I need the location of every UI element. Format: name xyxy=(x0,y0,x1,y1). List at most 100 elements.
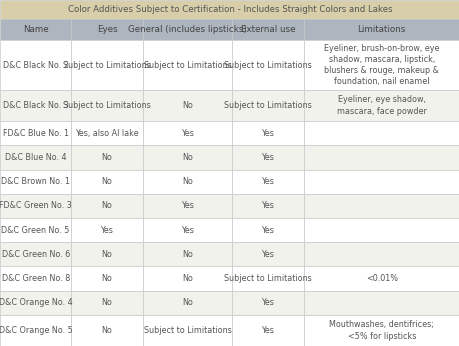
Bar xyxy=(71,291,142,315)
Text: No: No xyxy=(182,250,192,259)
Bar xyxy=(71,315,142,346)
Text: Eyeliner, eye shadow,
mascara, face powder: Eyeliner, eye shadow, mascara, face powd… xyxy=(336,95,426,116)
Bar xyxy=(142,315,232,346)
Bar xyxy=(142,40,232,90)
Text: Yes: Yes xyxy=(261,153,274,162)
Bar xyxy=(232,40,303,90)
Bar xyxy=(303,40,459,90)
Bar xyxy=(232,266,303,291)
Bar xyxy=(303,194,459,218)
Bar xyxy=(0,19,71,40)
Bar xyxy=(142,19,232,40)
Bar xyxy=(142,170,232,194)
Text: Yes, also Al lake: Yes, also Al lake xyxy=(75,129,139,138)
Bar xyxy=(0,170,71,194)
Bar xyxy=(142,121,232,145)
Text: Mouthwashes, dentifrices;
<5% for lipsticks: Mouthwashes, dentifrices; <5% for lipsti… xyxy=(329,320,433,340)
Bar xyxy=(142,218,232,242)
Bar xyxy=(303,266,459,291)
Text: No: No xyxy=(182,101,192,110)
Bar xyxy=(142,145,232,170)
Text: Subject to Limitations: Subject to Limitations xyxy=(63,101,151,110)
Bar xyxy=(232,315,303,346)
Text: Yes: Yes xyxy=(261,177,274,186)
Bar xyxy=(0,242,71,266)
Text: No: No xyxy=(101,201,112,210)
Bar xyxy=(0,40,71,90)
Text: No: No xyxy=(101,177,112,186)
Text: No: No xyxy=(182,274,192,283)
Text: Yes: Yes xyxy=(181,201,193,210)
Bar xyxy=(71,19,142,40)
Text: <0.01%: <0.01% xyxy=(365,274,397,283)
Text: D&C Orange No. 5: D&C Orange No. 5 xyxy=(0,326,73,335)
Bar xyxy=(232,242,303,266)
Text: Color Additives Subject to Certification - Includes Straight Colors and Lakes: Color Additives Subject to Certification… xyxy=(67,5,392,14)
Bar xyxy=(232,145,303,170)
Text: External use: External use xyxy=(240,25,295,34)
Bar xyxy=(232,291,303,315)
Bar xyxy=(71,145,142,170)
Bar xyxy=(0,315,71,346)
Text: Yes: Yes xyxy=(181,226,193,235)
Bar xyxy=(303,145,459,170)
Text: Eyeliner, brush-on-brow, eye
shadow, mascara, lipstick,
blushers & rouge, makeup: Eyeliner, brush-on-brow, eye shadow, mas… xyxy=(323,44,439,86)
Bar xyxy=(232,90,303,121)
Bar xyxy=(142,291,232,315)
Text: No: No xyxy=(101,274,112,283)
Text: Eyes: Eyes xyxy=(96,25,117,34)
Text: Yes: Yes xyxy=(261,298,274,307)
Text: D&C Green No. 5: D&C Green No. 5 xyxy=(1,226,70,235)
Bar xyxy=(71,121,142,145)
Bar xyxy=(142,194,232,218)
Text: No: No xyxy=(182,177,192,186)
Bar xyxy=(0,266,71,291)
Text: Subject to Limitations: Subject to Limitations xyxy=(224,101,311,110)
Text: Yes: Yes xyxy=(261,129,274,138)
Text: D&C Blue No. 4: D&C Blue No. 4 xyxy=(5,153,66,162)
Text: Yes: Yes xyxy=(261,201,274,210)
Text: Yes: Yes xyxy=(101,226,113,235)
Bar xyxy=(232,19,303,40)
Bar xyxy=(303,291,459,315)
Bar xyxy=(303,315,459,346)
Text: FD&C Blue No. 1: FD&C Blue No. 1 xyxy=(3,129,68,138)
Bar xyxy=(71,90,142,121)
Text: Subject to Limitations: Subject to Limitations xyxy=(224,61,311,70)
Text: General (includes lipsticks): General (includes lipsticks) xyxy=(128,25,246,34)
Text: Subject to Limitations: Subject to Limitations xyxy=(143,326,231,335)
Text: Subject to Limitations: Subject to Limitations xyxy=(224,274,311,283)
Bar xyxy=(232,194,303,218)
Bar xyxy=(303,90,459,121)
Text: D&C Orange No. 4: D&C Orange No. 4 xyxy=(0,298,73,307)
Text: D&C Black No. 2: D&C Black No. 2 xyxy=(3,61,68,70)
Bar xyxy=(303,170,459,194)
Bar xyxy=(142,266,232,291)
Text: No: No xyxy=(101,153,112,162)
Text: Yes: Yes xyxy=(261,226,274,235)
Bar xyxy=(303,218,459,242)
Bar xyxy=(71,218,142,242)
Bar xyxy=(0,194,71,218)
Text: D&C Green No. 6: D&C Green No. 6 xyxy=(1,250,70,259)
Bar xyxy=(0,121,71,145)
Text: D&C Black No. 3: D&C Black No. 3 xyxy=(3,101,68,110)
Bar xyxy=(232,121,303,145)
Text: Name: Name xyxy=(23,25,48,34)
Bar xyxy=(142,242,232,266)
Text: FD&C Green No. 3: FD&C Green No. 3 xyxy=(0,201,72,210)
Bar xyxy=(303,121,459,145)
Bar xyxy=(303,242,459,266)
Text: Limitations: Limitations xyxy=(357,25,405,34)
Bar xyxy=(0,291,71,315)
Text: Yes: Yes xyxy=(261,326,274,335)
Bar xyxy=(71,170,142,194)
Text: Yes: Yes xyxy=(181,129,193,138)
Bar xyxy=(0,218,71,242)
Text: D&C Brown No. 1: D&C Brown No. 1 xyxy=(1,177,70,186)
Text: Subject to Limitations: Subject to Limitations xyxy=(63,61,151,70)
Bar xyxy=(142,90,232,121)
Text: Subject to Limitations: Subject to Limitations xyxy=(143,61,231,70)
Text: No: No xyxy=(101,298,112,307)
Text: D&C Green No. 8: D&C Green No. 8 xyxy=(1,274,70,283)
